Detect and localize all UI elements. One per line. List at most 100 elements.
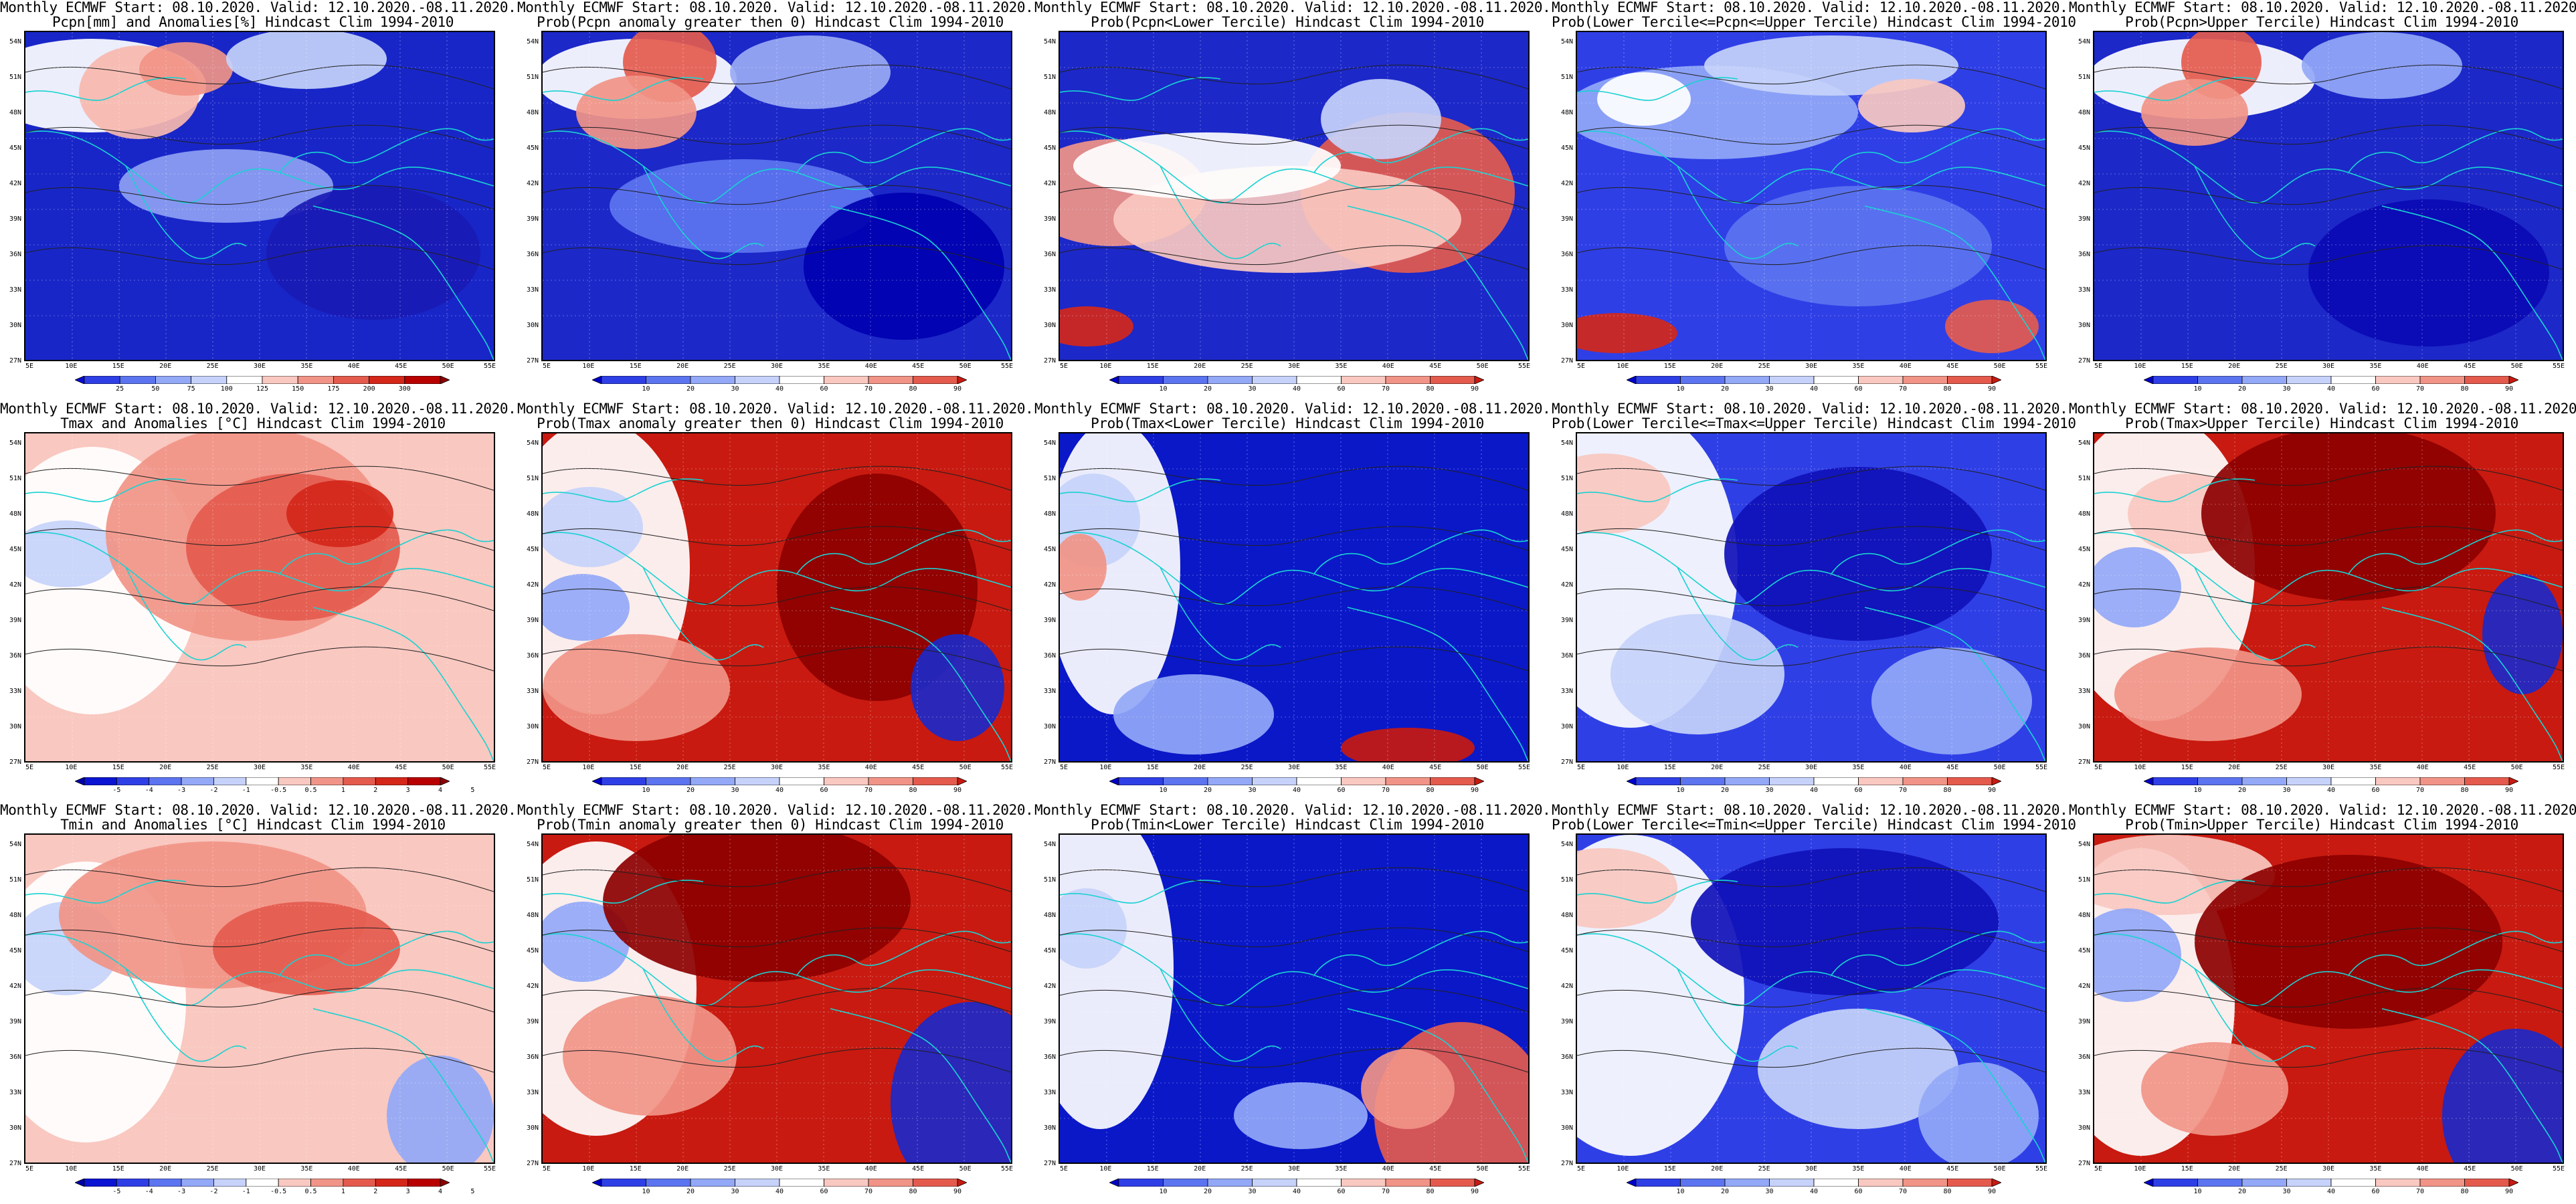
latitude-tick-label: 36N bbox=[9, 1054, 21, 1061]
forecast-map bbox=[541, 432, 1012, 763]
latitude-tick-label: 42N bbox=[2078, 581, 2090, 589]
latitude-tick-label: 42N bbox=[9, 581, 21, 589]
longitude-tick-label: 10E bbox=[582, 764, 595, 771]
colorbar-swatch bbox=[824, 777, 869, 785]
colorbar-swatch bbox=[2152, 1179, 2198, 1187]
contour-line bbox=[1577, 1047, 2045, 1073]
colorbar-swatch bbox=[1947, 1179, 1993, 1187]
anomaly-region bbox=[804, 193, 1004, 340]
coastline bbox=[125, 567, 247, 661]
colorbar-swatches bbox=[592, 376, 967, 384]
longitude-tick-label: 10E bbox=[582, 1165, 595, 1173]
colorbar-swatch bbox=[601, 777, 646, 785]
latitude-tick-label: 51N bbox=[9, 74, 21, 81]
colorbar-tick-label: 80 bbox=[1426, 385, 1435, 393]
longitude-tick-label: 15E bbox=[629, 363, 642, 370]
latitude-tick-label: 39N bbox=[526, 617, 539, 624]
coastline bbox=[1347, 607, 1528, 761]
latitude-tick-label: 54N bbox=[2078, 38, 2090, 45]
longitude-tick-label: 25E bbox=[723, 363, 736, 370]
colorbar-tick-label: 10 bbox=[1159, 787, 1168, 794]
longitude-tick-label: 55E bbox=[1517, 764, 1531, 771]
colorbar bbox=[75, 376, 450, 384]
forecast-map bbox=[24, 432, 495, 763]
colorbar-tick-label: 30 bbox=[1765, 787, 1774, 794]
latitude-tick-label: 39N bbox=[1560, 215, 1573, 223]
colorbar-swatch bbox=[868, 777, 913, 785]
colorbar-tick-label: 10 bbox=[2193, 385, 2202, 393]
longitude-tick-label: 50E bbox=[1993, 363, 2006, 370]
colorbar-tick-label: 20 bbox=[1203, 385, 1212, 393]
colorbar-swatches bbox=[75, 376, 450, 384]
latitude-tick-label: 42N bbox=[1560, 180, 1573, 187]
contour-line bbox=[1577, 466, 2045, 491]
forecast-map bbox=[2093, 31, 2564, 361]
colorbar-swatch bbox=[735, 777, 780, 785]
anomaly-region bbox=[1611, 614, 1784, 734]
latitude-tick-label: 27N bbox=[1560, 357, 1573, 365]
longitude-tick-label: 10E bbox=[2134, 363, 2146, 370]
colorbar-swatches bbox=[592, 777, 967, 785]
colorbar-swatch bbox=[1341, 376, 1386, 384]
colorbar-swatch bbox=[1296, 376, 1342, 384]
latitude-tick-label: 30N bbox=[1043, 1124, 1056, 1132]
colorbar-swatch bbox=[440, 1179, 450, 1187]
colorbar-tick-label: 1 bbox=[341, 787, 345, 794]
latitude-tick-label: 51N bbox=[2078, 74, 2090, 81]
colorbar-swatch bbox=[310, 777, 344, 785]
contour-line bbox=[25, 185, 494, 210]
colorbar-swatch bbox=[369, 376, 405, 384]
longitude-tick-label: 50E bbox=[2510, 363, 2523, 370]
colorbar-swatch bbox=[116, 1179, 150, 1187]
latitude-tick-label: 54N bbox=[9, 38, 21, 45]
longitude-tick-label: 50E bbox=[1993, 1165, 2006, 1173]
latitude-tick-label: 42N bbox=[9, 983, 21, 990]
colorbar-swatch bbox=[149, 1179, 182, 1187]
coastline bbox=[1060, 478, 1221, 502]
latitude-tick-label: 36N bbox=[9, 251, 21, 258]
colorbar-swatch bbox=[1724, 1179, 1770, 1187]
longitude-tick-label: 5E bbox=[1576, 363, 1586, 370]
colorbar-swatch bbox=[1341, 777, 1386, 785]
longitude-tick-label: 40E bbox=[347, 764, 360, 771]
colorbar-tick-label: 2 bbox=[373, 787, 378, 794]
coastline bbox=[1577, 130, 2045, 204]
longitude-tick-label: 50E bbox=[959, 363, 972, 370]
longitude-tick-label: 20E bbox=[1194, 363, 1206, 370]
longitude-tick-label: 30E bbox=[253, 764, 266, 771]
coastline bbox=[543, 77, 704, 101]
latitude-tick-label: 39N bbox=[526, 215, 539, 223]
colorbar-swatch bbox=[84, 777, 117, 785]
contour-line bbox=[1060, 987, 1528, 1013]
latitude-tick-label: 27N bbox=[2078, 759, 2090, 766]
latitude-tick-label: 27N bbox=[2078, 1160, 2090, 1167]
map-title-line1: Monthly ECMWF Start: 08.10.2020. Valid: … bbox=[517, 0, 1034, 15]
longitude-tick-label: 5E bbox=[2094, 363, 2103, 370]
latitude-axis: 54N 51N 48N 45N 42N 39N 36N 33N 30N 27N bbox=[517, 31, 541, 365]
longitude-tick-label: 40E bbox=[864, 1165, 877, 1173]
latitude-tick-label: 54N bbox=[526, 38, 539, 45]
longitude-tick-label: 35E bbox=[2369, 764, 2382, 771]
longitude-tick-label: 35E bbox=[818, 363, 830, 370]
colorbar-swatch bbox=[1680, 376, 1726, 384]
colorbar-swatch bbox=[690, 376, 735, 384]
colorbar-labels: 10 20 30 40 60 70 80 90 bbox=[2144, 385, 2518, 395]
latitude-tick-label: 42N bbox=[9, 180, 21, 187]
colorbar-tick-label: 10 bbox=[642, 385, 650, 393]
coastline bbox=[25, 77, 187, 101]
latitude-tick-label: 30N bbox=[2078, 1124, 2090, 1132]
colorbar-swatches bbox=[1627, 777, 2001, 785]
map-title-line1: Monthly ECMWF Start: 08.10.2020. Valid: … bbox=[1552, 401, 2068, 417]
colorbar-swatch bbox=[913, 376, 958, 384]
colorbar-tick-label: 80 bbox=[909, 1188, 917, 1195]
coastline bbox=[125, 968, 247, 1062]
anomaly-region bbox=[610, 159, 877, 253]
coastline bbox=[1577, 880, 1738, 904]
longitude-tick-label: 55E bbox=[2035, 1165, 2048, 1173]
colorbar-swatch bbox=[440, 777, 450, 785]
longitude-tick-label: 55E bbox=[2035, 363, 2048, 370]
map-title-line2: Prob(Tmin anomaly greater then 0) Hindca… bbox=[537, 817, 1004, 833]
longitude-tick-label: 25E bbox=[1758, 1165, 1770, 1173]
latitude-axis: 54N 51N 48N 45N 42N 39N 36N 33N 30N 27N bbox=[0, 833, 24, 1167]
latitude-tick-label: 45N bbox=[1043, 546, 1056, 553]
